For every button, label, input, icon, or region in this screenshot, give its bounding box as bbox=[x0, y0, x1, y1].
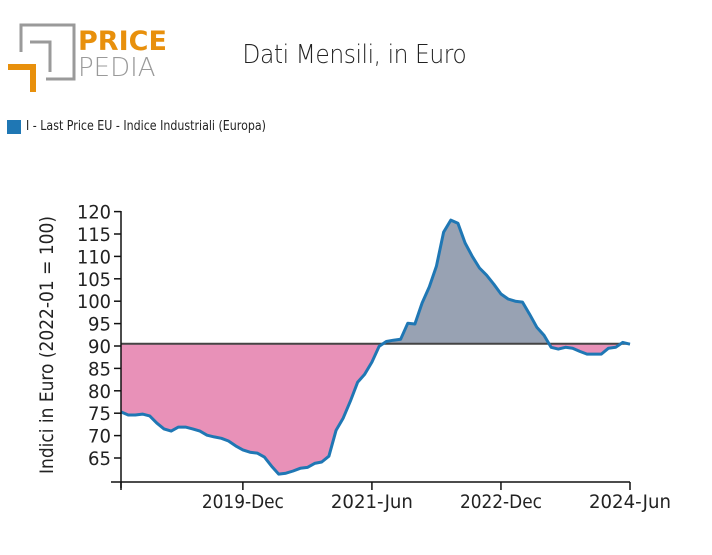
legend-label: I - Last Price EU - Indice Industriali (… bbox=[26, 119, 266, 134]
logo-text-price: PRICE bbox=[78, 26, 167, 57]
series-line bbox=[120, 218, 631, 476]
y-tick-label: 110 bbox=[77, 246, 111, 268]
y-tick-label: 80 bbox=[88, 381, 111, 403]
y-tick-label: 100 bbox=[77, 291, 111, 313]
chart-title: Dati Mensili, in Euro bbox=[0, 40, 712, 70]
y-tick-label: 105 bbox=[77, 269, 111, 291]
pricepedia-logo: PRICE PEDIA bbox=[8, 23, 167, 92]
area-above-baseline bbox=[383, 220, 549, 344]
chart-title-text: Dati Mensili, in Euro bbox=[242, 40, 466, 70]
y-tick-label: 75 bbox=[88, 403, 111, 425]
legend[interactable]: I - Last Price EU - Indice Industriali (… bbox=[7, 119, 308, 134]
y-tick-label: 120 bbox=[77, 202, 111, 224]
y-tick-label: 95 bbox=[88, 314, 111, 336]
y-tick-label: 70 bbox=[88, 426, 111, 448]
y-tick-label: 65 bbox=[88, 448, 111, 470]
x-tick-label: 2021-Jun bbox=[331, 491, 413, 513]
y-tick-label: 90 bbox=[88, 336, 111, 358]
x-tick-label: 2019-Dec bbox=[202, 491, 284, 513]
x-axis: 2019-Dec 2021-Jun 2022-Dec 2024-Jun bbox=[111, 481, 671, 513]
y-tick-label: 115 bbox=[77, 224, 111, 246]
logo-mark bbox=[8, 23, 76, 92]
logo-text-pedia: PEDIA bbox=[78, 53, 156, 83]
y-axis-title: Indici in Euro (2022-01 = 100) bbox=[36, 216, 58, 474]
y-tick-label: 85 bbox=[88, 358, 111, 380]
x-tick-label: 2022-Dec bbox=[460, 491, 542, 513]
legend-swatch bbox=[7, 119, 21, 134]
x-tick-label: 2024-Jun bbox=[589, 491, 671, 513]
area-below-baseline bbox=[121, 343, 383, 475]
